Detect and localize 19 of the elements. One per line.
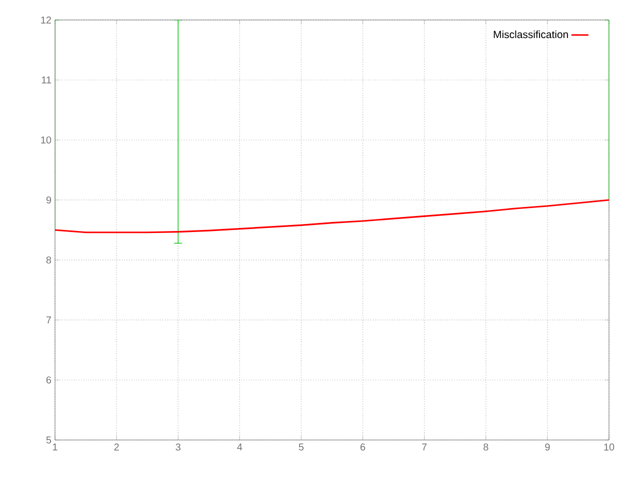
x-tick-label: 4 bbox=[237, 444, 242, 450]
legend-label: Misclassification bbox=[494, 30, 568, 38]
y-tick-label: 12 bbox=[41, 16, 51, 24]
x-tick-label: 6 bbox=[360, 444, 366, 451]
x-tick-label: 5 bbox=[298, 444, 304, 450]
x-tick-label: 3 bbox=[176, 444, 180, 451]
x-tick-label: 9 bbox=[545, 444, 550, 451]
y-tick-label: 8 bbox=[46, 256, 52, 264]
y-tick-label: 10 bbox=[41, 136, 52, 144]
x-tick-label: 7 bbox=[422, 444, 427, 450]
y-tick-label: 9 bbox=[46, 196, 52, 204]
y-tick-label: 6 bbox=[46, 376, 52, 384]
y-tick-label: 7 bbox=[46, 316, 51, 324]
y-tick-label: 5 bbox=[46, 436, 52, 444]
x-tick-label: 2 bbox=[114, 444, 119, 450]
y-tick-label: 11 bbox=[42, 76, 52, 84]
x-tick-label: 10 bbox=[604, 444, 614, 451]
x-tick-label: 8 bbox=[484, 444, 488, 451]
x-tick-label: 1 bbox=[53, 444, 58, 450]
